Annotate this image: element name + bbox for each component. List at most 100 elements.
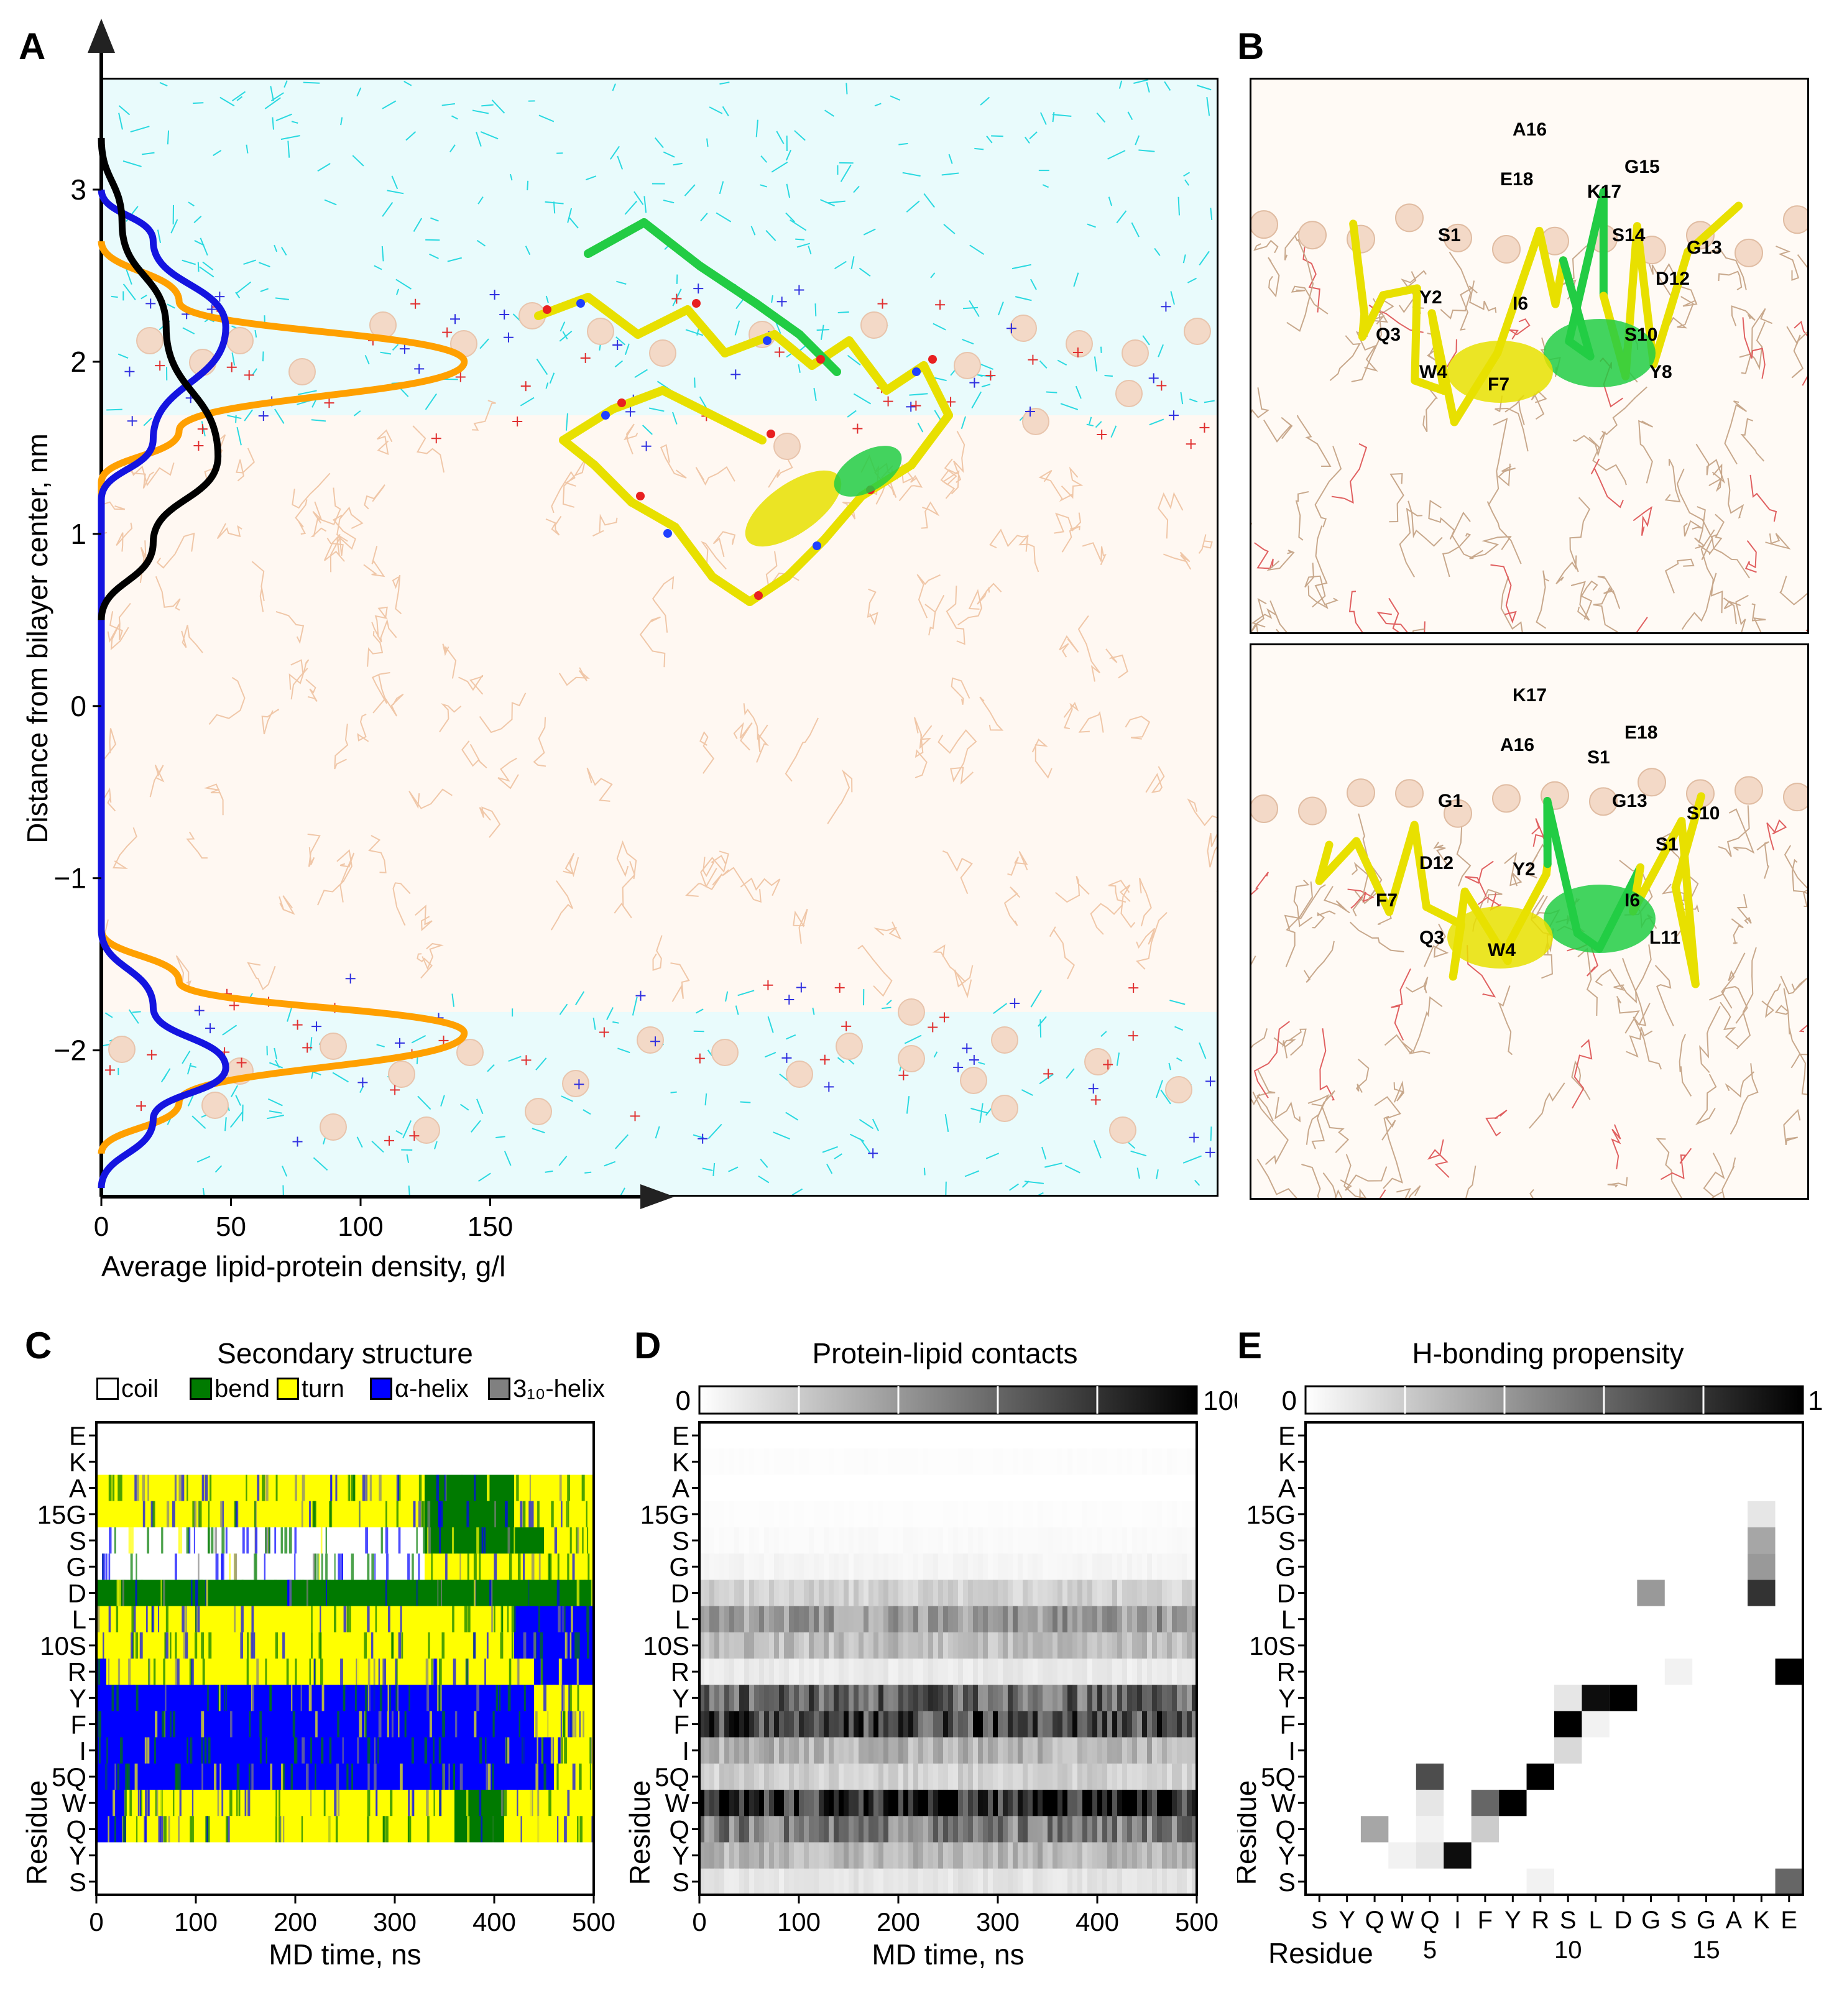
- contact-cell: [1062, 1422, 1068, 1449]
- contact-cell: [739, 1580, 745, 1606]
- ss-segment: [96, 1553, 425, 1580]
- contact-cell: [1077, 1816, 1083, 1843]
- contact-cell: [1082, 1711, 1088, 1738]
- contact-cell: [1117, 1501, 1123, 1528]
- contact-cell: [953, 1816, 959, 1843]
- ss-flicker: [325, 1553, 328, 1580]
- contact-cell: [799, 1868, 804, 1895]
- water-molecule: [480, 131, 499, 140]
- water-molecule: [1182, 254, 1186, 264]
- contact-cell: [854, 1763, 859, 1790]
- contact-cell: [844, 1632, 849, 1659]
- ss-flicker: [516, 1737, 518, 1764]
- contact-cell: [938, 1580, 944, 1606]
- contact-cell: [908, 1580, 914, 1606]
- residue-label: Y2: [1513, 859, 1536, 880]
- ss-flicker: [474, 1816, 476, 1843]
- lipid-tail: [439, 703, 462, 732]
- contact-cell: [1097, 1790, 1103, 1816]
- ss-flicker: [330, 1501, 333, 1527]
- lipid-tail: [1304, 563, 1326, 608]
- contact-cell: [749, 1475, 755, 1502]
- ss-flicker: [134, 1763, 138, 1790]
- ss-flicker: [282, 1763, 285, 1790]
- ss-flicker: [131, 1632, 133, 1659]
- legend-swatch: [488, 1378, 510, 1400]
- contact-cell: [908, 1475, 914, 1502]
- x-tick-label: S: [1560, 1907, 1577, 1934]
- contact-cell: [779, 1790, 785, 1816]
- ss-flicker: [486, 1763, 488, 1790]
- contact-cell: [978, 1580, 984, 1606]
- ss-flicker: [378, 1659, 380, 1685]
- contact-cell: [918, 1763, 924, 1790]
- contact-cell: [829, 1580, 834, 1606]
- contact-cell: [1092, 1580, 1098, 1606]
- contact-cell: [754, 1868, 760, 1895]
- contact-cell: [893, 1816, 899, 1843]
- y-tick-label: Y: [1278, 1841, 1296, 1871]
- water-molecule: [246, 144, 249, 154]
- ss-flicker: [136, 1816, 138, 1843]
- contact-cell: [814, 1527, 819, 1554]
- contact-cell: [1157, 1790, 1163, 1816]
- contact-cell: [779, 1606, 785, 1633]
- contact-cell: [844, 1711, 849, 1738]
- contact-cell: [859, 1580, 864, 1606]
- contact-cell: [1013, 1842, 1018, 1869]
- ss-flicker: [464, 1685, 466, 1711]
- ss-flicker: [367, 1816, 370, 1843]
- contact-cell: [1117, 1737, 1123, 1764]
- legend-swatch: [190, 1378, 212, 1400]
- ss-flicker: [461, 1790, 464, 1816]
- contact-cell: [868, 1711, 874, 1738]
- contact-cell: [1152, 1659, 1158, 1685]
- contact-cell: [1023, 1553, 1028, 1580]
- water-molecule: [527, 180, 529, 191]
- contact-cell: [1087, 1475, 1093, 1502]
- water-molecule: [941, 172, 959, 176]
- ss-flicker: [557, 1816, 559, 1843]
- lipid-tail: [1296, 415, 1332, 467]
- contact-cell: [824, 1868, 829, 1895]
- ss-flicker: [341, 1553, 343, 1580]
- contact-cell: [1003, 1790, 1008, 1816]
- contact-cell: [988, 1527, 993, 1554]
- ss-flicker: [422, 1501, 425, 1527]
- contact-cell: [804, 1475, 809, 1502]
- contact-cell: [829, 1737, 834, 1764]
- contact-cell: [1187, 1737, 1192, 1764]
- ss-flicker: [400, 1606, 402, 1632]
- y-tick-label: K: [69, 1447, 86, 1476]
- water-molecule: [545, 201, 564, 205]
- contact-cell: [1192, 1606, 1197, 1633]
- water-molecule: [478, 1172, 491, 1182]
- water-molecule: [381, 246, 384, 262]
- contact-cell: [819, 1763, 824, 1790]
- ss-flicker: [511, 1606, 515, 1632]
- water-molecule: [429, 253, 439, 259]
- contact-cell: [1182, 1842, 1187, 1869]
- contact-cell: [1008, 1842, 1013, 1869]
- contact-cell: [1087, 1685, 1093, 1711]
- water-molecule: [1046, 391, 1057, 394]
- contact-cell: [859, 1501, 864, 1528]
- lipid-tail: [1251, 1028, 1268, 1106]
- contact-cell: [859, 1790, 864, 1816]
- legend-label: turn: [302, 1374, 344, 1402]
- lipid-headgroup-sphere: [320, 1113, 347, 1141]
- lipid-tail: [1319, 1028, 1335, 1101]
- peptide-bond: [1427, 309, 1458, 426]
- contact-cell: [829, 1606, 834, 1633]
- contact-cell: [883, 1868, 889, 1895]
- contact-cell: [839, 1580, 844, 1606]
- contact-cell: [739, 1448, 745, 1475]
- contact-cell: [1048, 1553, 1053, 1580]
- ss-flicker: [190, 1816, 192, 1843]
- contact-cell: [1177, 1632, 1182, 1659]
- lipid-tail: [1286, 239, 1314, 332]
- contact-cell: [759, 1816, 765, 1843]
- water-molecule: [1066, 1068, 1075, 1079]
- ss-flicker: [191, 1580, 193, 1606]
- contact-cell: [1092, 1659, 1098, 1685]
